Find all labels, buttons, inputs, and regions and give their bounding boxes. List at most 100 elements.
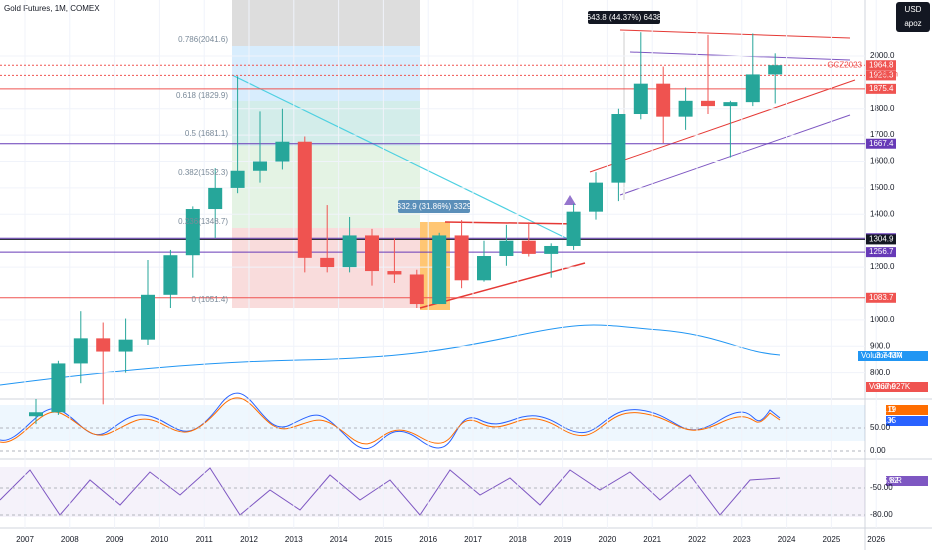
indicator-name: Volume MA [861,351,903,360]
y-tick-label: 2000.0 [870,51,895,60]
candle-body [745,74,760,103]
fib-label: 0 (1051.4) [192,295,229,304]
candle-body [409,274,424,305]
currency: USD [905,5,922,14]
annotation-box [588,11,660,24]
indicator-name: K [889,416,895,425]
indicator-name: Volume [869,382,896,391]
y-tick-label: 1500.0 [870,183,895,192]
candle-body [477,256,491,281]
y-tick-label: 1400.0 [870,209,895,218]
x-tick-label: 2019 [554,535,572,544]
x-tick-label: 2010 [151,535,169,544]
price-box [866,234,896,245]
annotation-box [398,200,470,213]
y-tick-label: 50.00 [870,423,891,432]
x-tick-label: 2011 [196,535,214,544]
candle-body [29,412,43,417]
candle-body [723,102,738,107]
x-tick-label: 2009 [106,535,124,544]
x-tick-label: 2021 [643,535,661,544]
y-tick-label: 1600.0 [870,157,895,166]
stoch-d [0,397,781,445]
fib-label: 0.382(1532.3) [178,168,228,177]
x-tick-label: 2016 [419,535,437,544]
indicator-box [866,382,928,392]
trend-line [419,262,586,309]
candle-body [768,65,783,75]
x-tick-label: 2017 [464,535,482,544]
price-box [866,83,896,94]
x-tick-label: 2023 [733,535,751,544]
candle-body [118,339,133,352]
price-label: 1256.7 [869,247,894,256]
fib-label: 0.786(2041.6) [178,35,228,44]
x-tick-label: 2025 [823,535,841,544]
trend-line [231,74,571,241]
candle-body [656,83,671,117]
fib-zone [232,228,420,308]
arrow-up [564,195,576,205]
indicator-name: %R [889,476,902,485]
x-tick-label: 2018 [509,535,527,544]
candle-body [678,100,693,117]
y-tick-label: 1700.0 [870,130,895,139]
y-tick-label: 1800.0 [870,104,895,113]
candle-body [611,114,626,183]
y-tick-label: -50.00 [870,483,893,492]
price-label: 1926.3 [869,71,894,80]
user: apoz [904,19,921,28]
indicator-box [858,351,928,361]
price-label: 1964.8 [869,60,894,69]
candle-body [73,338,88,364]
candle-body [566,211,581,246]
x-tick-label: 2024 [778,535,796,544]
indicator-name: D [889,405,895,414]
indicator-box [886,405,928,415]
y-tick-label: -80.00 [870,510,893,519]
candle-body [208,187,223,210]
wr-band [0,467,865,517]
candle-body [163,255,178,295]
candle-body [297,141,312,258]
candle-body [185,209,200,256]
candle-body [544,245,559,254]
y-tick-label: 800.0 [870,368,891,377]
candle-body [499,240,514,257]
fib-zone [232,46,420,101]
x-tick-label: 2015 [375,535,393,544]
indicator-box [886,416,928,426]
price-label: 1667.4 [869,139,894,148]
x-tick-label: 2007 [16,535,34,544]
x-tick-label: 2026 [867,535,885,544]
candle-body [387,271,402,275]
ticker: GCZ2023 [827,60,862,69]
indicator-value: 3.743M [876,351,903,360]
candle-body [342,235,357,268]
trend-line [589,79,856,173]
candle-body [701,100,715,107]
candle-body [432,235,447,305]
candle-body [589,182,603,212]
y-tick-label: 0.00 [870,446,886,455]
candle-body [275,141,290,162]
indicator-value: -25.82 [876,476,899,485]
candle-body [633,83,648,115]
candle-body [320,257,335,268]
trend-line [444,221,581,225]
x-tick-label: 2008 [61,535,79,544]
trend-line [619,114,851,196]
candle-body [96,338,111,352]
price-box [866,138,896,149]
price-label: 1875.4 [869,84,894,93]
price-label: 1083.7 [869,293,894,302]
fib-label: 0.618 (1829.9) [176,91,228,100]
price-box [866,247,896,258]
countdown: 22d 7h [874,69,898,78]
candle-body [365,235,379,272]
candle-body [230,170,245,188]
candle-body [253,161,267,171]
y-tick-label: 1200.0 [870,262,895,271]
symbol-title: Gold Futures, 1M, COMEX [4,4,100,13]
